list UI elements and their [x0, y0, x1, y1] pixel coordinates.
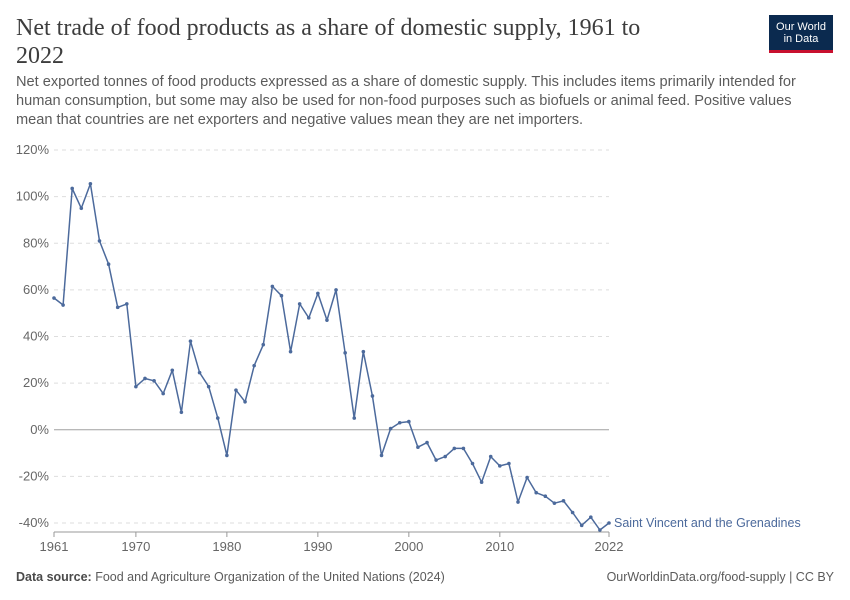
data-point[interactable]	[352, 416, 357, 420]
data-point[interactable]	[461, 446, 466, 451]
data-point[interactable]	[416, 445, 420, 450]
data-point[interactable]	[279, 293, 284, 298]
data-point[interactable]	[507, 461, 511, 466]
x-tick-label: 2010	[485, 539, 514, 554]
data-point[interactable]	[425, 440, 429, 445]
y-tick-label: 20%	[23, 375, 49, 390]
data-point[interactable]	[479, 480, 484, 485]
data-point[interactable]	[370, 394, 375, 398]
data-point[interactable]	[579, 523, 584, 528]
data-point[interactable]	[79, 206, 84, 211]
data-point[interactable]	[334, 288, 338, 292]
y-tick-label: 0%	[30, 422, 49, 437]
data-point[interactable]	[124, 302, 129, 306]
data-point[interactable]	[134, 384, 138, 389]
data-point[interactable]	[407, 419, 411, 424]
x-tick-label: 2022	[595, 539, 624, 554]
x-tick-label: 2000	[394, 539, 423, 554]
data-point[interactable]	[225, 453, 229, 458]
data-point[interactable]	[325, 318, 329, 322]
data-source-label: Data source:	[16, 570, 92, 584]
data-point[interactable]	[525, 475, 529, 480]
data-point[interactable]	[306, 316, 311, 320]
data-point[interactable]	[270, 284, 275, 289]
data-point[interactable]	[343, 351, 347, 355]
data-source-text[interactable]: Food and Agriculture Organization of the…	[95, 570, 445, 584]
data-point[interactable]	[161, 391, 165, 396]
x-tick-label: 1980	[212, 539, 241, 554]
y-tick-label: 120%	[16, 142, 50, 157]
data-point[interactable]	[288, 349, 293, 354]
data-point[interactable]	[61, 303, 65, 307]
data-point[interactable]	[179, 410, 184, 415]
grid-layer	[54, 149, 609, 524]
data-point[interactable]	[589, 515, 593, 519]
data-point[interactable]	[106, 262, 111, 267]
data-point[interactable]	[297, 302, 302, 306]
data-point[interactable]	[97, 239, 102, 243]
data-point[interactable]	[115, 305, 120, 310]
data-point[interactable]	[70, 186, 74, 191]
data-point[interactable]	[443, 454, 448, 459]
data-point[interactable]	[361, 349, 366, 354]
data-point[interactable]	[88, 182, 93, 186]
series-label[interactable]: Saint Vincent and the Grenadines	[614, 516, 801, 530]
data-source: Data source: Food and Agriculture Organi…	[16, 570, 445, 584]
x-tick-label: 1990	[303, 539, 332, 554]
data-point[interactable]	[570, 510, 575, 515]
data-point[interactable]	[452, 446, 457, 451]
y-tick-label: -20%	[19, 468, 50, 483]
data-point[interactable]	[379, 453, 384, 458]
data-point[interactable]	[316, 291, 320, 296]
data-point[interactable]	[516, 500, 520, 504]
data-point[interactable]	[598, 528, 602, 532]
data-point[interactable]	[206, 384, 211, 389]
data-point[interactable]	[197, 370, 202, 375]
data-point[interactable]	[261, 342, 266, 347]
data-point[interactable]	[188, 339, 193, 343]
data-point[interactable]	[152, 378, 156, 383]
data-point[interactable]	[543, 494, 548, 498]
data-point[interactable]	[561, 499, 566, 503]
owid-logo[interactable]: Our World in Data	[769, 15, 833, 53]
x-tick-label: 1970	[121, 539, 150, 554]
data-point[interactable]	[215, 416, 220, 420]
data-point[interactable]	[243, 399, 247, 404]
data-point[interactable]	[498, 464, 502, 468]
logo-line-1: Our World	[776, 20, 826, 33]
chart-subtitle: Net exported tonnes of food products exp…	[16, 74, 796, 128]
y-tick-label: 100%	[16, 189, 50, 204]
chart-title: Net trade of food products as a share of…	[16, 15, 641, 69]
data-point[interactable]	[170, 368, 175, 373]
data-point[interactable]	[388, 426, 393, 431]
data-point[interactable]	[552, 501, 557, 505]
data-point[interactable]	[143, 376, 147, 381]
data-point[interactable]	[488, 454, 493, 459]
data-point[interactable]	[252, 363, 256, 368]
y-tick-label: 80%	[23, 235, 49, 250]
data-point[interactable]	[52, 296, 56, 300]
data-point[interactable]	[607, 521, 611, 525]
footer-link[interactable]: OurWorldinData.org/food-supply | CC BY	[606, 570, 834, 584]
series-layer: Saint Vincent and the Grenadines	[52, 182, 801, 532]
data-point[interactable]	[470, 461, 475, 466]
x-tick-label: 1961	[40, 539, 69, 554]
logo-line-2: in Data	[783, 32, 819, 45]
data-point[interactable]	[534, 490, 539, 495]
data-point[interactable]	[434, 458, 438, 462]
axis-layer: 120% 100% 80% 60% 40% 20% 0% -20% -40% 1961 1970 19…	[16, 142, 624, 554]
y-tick-label: 40%	[23, 329, 49, 344]
data-point[interactable]	[234, 388, 238, 392]
y-tick-label: 60%	[23, 282, 49, 297]
data-point[interactable]	[397, 420, 402, 425]
y-tick-label: -40%	[19, 515, 50, 530]
